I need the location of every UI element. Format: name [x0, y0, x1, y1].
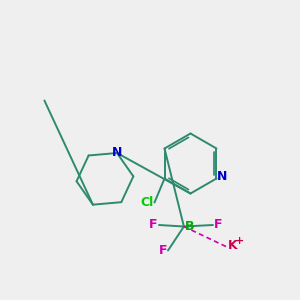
Text: F: F — [159, 244, 167, 257]
Text: Cl: Cl — [140, 196, 154, 209]
Text: B: B — [184, 220, 194, 233]
Text: K: K — [228, 238, 238, 252]
Text: +: + — [235, 236, 244, 246]
Text: N: N — [217, 170, 227, 184]
Text: F: F — [149, 218, 158, 232]
Text: F: F — [214, 218, 223, 232]
Text: N: N — [112, 146, 122, 160]
